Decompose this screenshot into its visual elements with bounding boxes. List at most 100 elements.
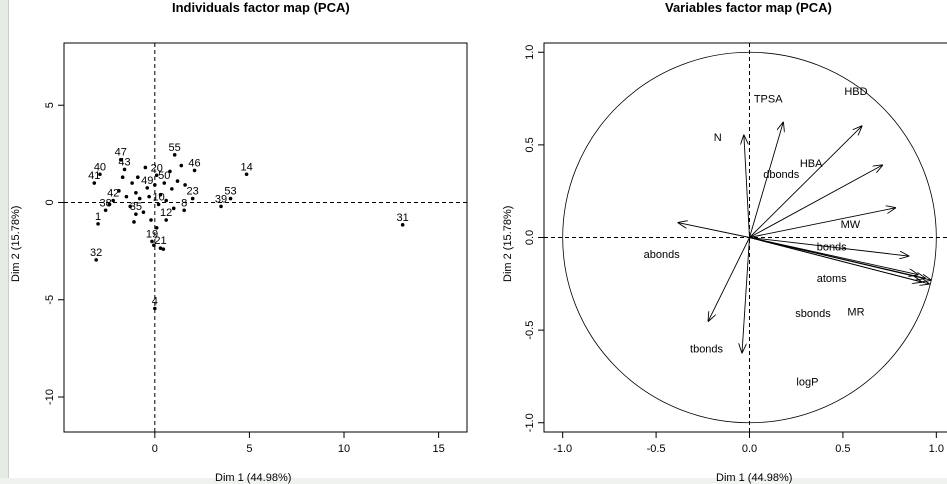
individual-point-label: 21 (154, 235, 166, 247)
individual-point (158, 246, 163, 250)
variable-label: dbonds (763, 169, 800, 181)
variable-label: TPSA (754, 93, 783, 105)
variable-label: HBA (800, 158, 823, 170)
variables-x-tick-label: -1.0 (553, 443, 572, 455)
individual-point-label: 20 (151, 162, 163, 174)
variable-arrow (749, 208, 896, 238)
individual-point (130, 181, 134, 185)
individual-point-label: 50 (158, 170, 170, 182)
variables-x-tick-label: -0.5 (647, 443, 666, 455)
individual-point-label: 1 (95, 211, 101, 223)
individuals-x-tick-label: 10 (338, 443, 350, 455)
individual-point-label: 31 (397, 212, 409, 224)
individual-point-label: 53 (224, 186, 236, 198)
individual-point (132, 220, 136, 224)
individual-point (122, 167, 127, 172)
individual-point (162, 181, 167, 185)
individuals-plot-frame (63, 42, 468, 433)
individual-point (175, 179, 180, 183)
individual-point (183, 183, 187, 187)
individual-point-label: 41 (88, 170, 100, 182)
variables-y-tick-label: -1.0 (524, 413, 536, 432)
individuals-plot-svg: 0 5 10 15-10-505311453392355468122040414743… (44, 42, 468, 455)
individual-point-label: 35 (130, 201, 142, 213)
variable-label: sbonds (795, 308, 831, 320)
individual-point (154, 173, 159, 178)
variables-x-tick-label: 0.5 (835, 443, 850, 455)
correlation-circle (562, 51, 937, 424)
individual-point (134, 212, 138, 216)
variable-label: HBD (844, 86, 867, 98)
variables-x-axis-label: Dim 1 (44.98%) (716, 472, 793, 484)
individuals-y-axis-label: Dim 2 (15.78%) (10, 205, 22, 282)
individual-point (156, 202, 161, 207)
individuals-factor-map-panel: Individuals factor map (PCA) 0 5 10 15 -10 -5… (10, 0, 468, 484)
individual-point-label: 46 (188, 157, 200, 169)
variable-arrow (708, 237, 750, 321)
individual-point-label: 10 (152, 191, 164, 203)
variable-label: atoms (817, 273, 847, 285)
individual-point (170, 187, 174, 191)
variables-y-tick-label: 0.0 (524, 230, 536, 245)
individual-point-label: 32 (90, 247, 102, 259)
individual-point (147, 194, 151, 199)
individual-point (103, 208, 108, 213)
individual-point (135, 175, 140, 180)
variables-y-tick-label: 0.5 (524, 137, 536, 152)
individual-point-label: 47 (115, 147, 127, 159)
individuals-x-tick-label: 0 (152, 443, 158, 455)
individual-point (179, 163, 184, 168)
variable-arrow (749, 237, 909, 257)
individual-point (92, 181, 97, 185)
individual-point (228, 196, 233, 201)
variable-arrow (749, 165, 883, 238)
individual-point-label: 23 (187, 186, 199, 198)
individual-point-label: 40 (94, 161, 106, 173)
individual-point (98, 172, 102, 177)
variable-arrow (749, 123, 784, 238)
variables-y-axis-label: Dim 2 (15.78%) (502, 205, 514, 282)
individual-point (172, 153, 177, 157)
individual-point (94, 258, 98, 262)
variables-x-tick-label: 1.0 (929, 443, 944, 455)
individual-point (168, 169, 172, 174)
individual-point (244, 172, 249, 177)
individual-point (128, 204, 133, 209)
individual-point (117, 189, 121, 193)
variable-label: abonds (644, 249, 681, 261)
variables-plot-svg: -1.0 -0.5 0.0 0.5 1.0 -1.0 -0.5 0.0 0.5 1.0 TPSA HB… (524, 42, 947, 455)
window-frame-left (0, 0, 9, 484)
individual-point-label: 38 (99, 197, 111, 209)
individual-point (153, 306, 157, 311)
individual-point-label: 55 (169, 142, 181, 154)
individual-point (154, 225, 159, 230)
variable-label: bonds (817, 241, 847, 253)
individual-point (152, 243, 156, 248)
window-frame-bottom (0, 478, 947, 484)
individual-point-label: 43 (118, 156, 130, 168)
individual-point (107, 202, 112, 207)
individual-point (145, 186, 150, 190)
individual-point-label: 4 (152, 295, 158, 307)
individual-point (164, 218, 168, 222)
variable-arrow (744, 136, 750, 238)
variable-arrow (749, 237, 931, 281)
individual-point (190, 196, 195, 201)
variable-label: MW (841, 219, 861, 231)
variables-y-tick-label: 1.0 (524, 45, 536, 60)
individual-point (219, 204, 223, 209)
individual-point (171, 206, 176, 211)
individual-point (182, 208, 186, 213)
individual-point (161, 247, 166, 251)
individual-point (141, 210, 146, 215)
variable-label: tbonds (690, 343, 724, 355)
individual-point (153, 183, 157, 187)
individual-point (400, 223, 405, 227)
variables-y-tick-label: -0.5 (524, 321, 536, 340)
variables-plot-frame (543, 42, 947, 433)
individual-point-label: 12 (160, 207, 172, 219)
individuals-x-axis-label: Dim 1 (44.98%) (215, 472, 292, 484)
individual-point-label: 39 (215, 193, 227, 205)
individual-point (143, 165, 148, 170)
variable-label: N (714, 132, 722, 144)
